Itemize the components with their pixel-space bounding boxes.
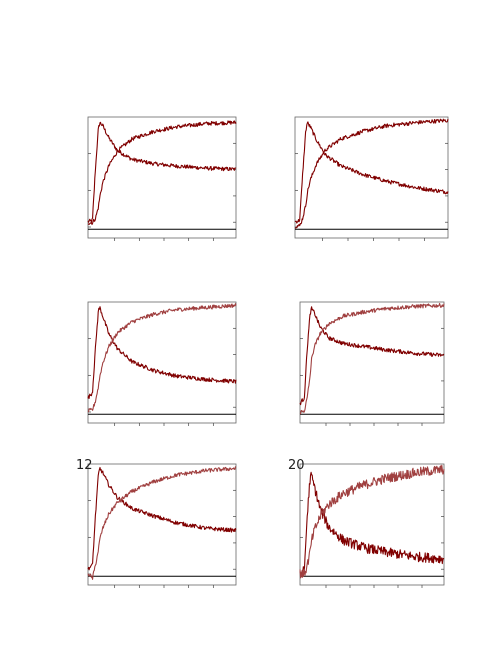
plot-frame	[87, 463, 237, 586]
series-line-2	[87, 120, 237, 226]
chart-panel-2	[294, 116, 449, 241]
chart-panel-3	[87, 301, 237, 426]
plot-frame	[87, 116, 237, 239]
series-line-1	[299, 306, 445, 406]
series-line-2	[299, 464, 445, 579]
chart-panel-1	[87, 116, 237, 241]
chart-panel-5: 12	[76, 458, 237, 588]
series-line-1	[294, 121, 449, 224]
series-line-1	[87, 466, 237, 571]
series-line-2	[299, 302, 445, 415]
plot-frame	[294, 116, 449, 239]
series-line-2	[294, 118, 449, 229]
series-line-1	[87, 121, 237, 223]
series-line-1	[87, 306, 237, 399]
plot-frame	[87, 301, 237, 424]
series-line-2	[87, 466, 237, 580]
series-line-1	[299, 471, 445, 577]
plot-frame	[299, 301, 445, 424]
panel-label: 12	[76, 458, 93, 473]
panel-label: 20	[288, 458, 305, 473]
plot-frame	[299, 463, 445, 586]
series-line-2	[87, 303, 237, 413]
chart-panel-6: 20	[288, 458, 445, 588]
chart-panel-4	[299, 301, 445, 426]
